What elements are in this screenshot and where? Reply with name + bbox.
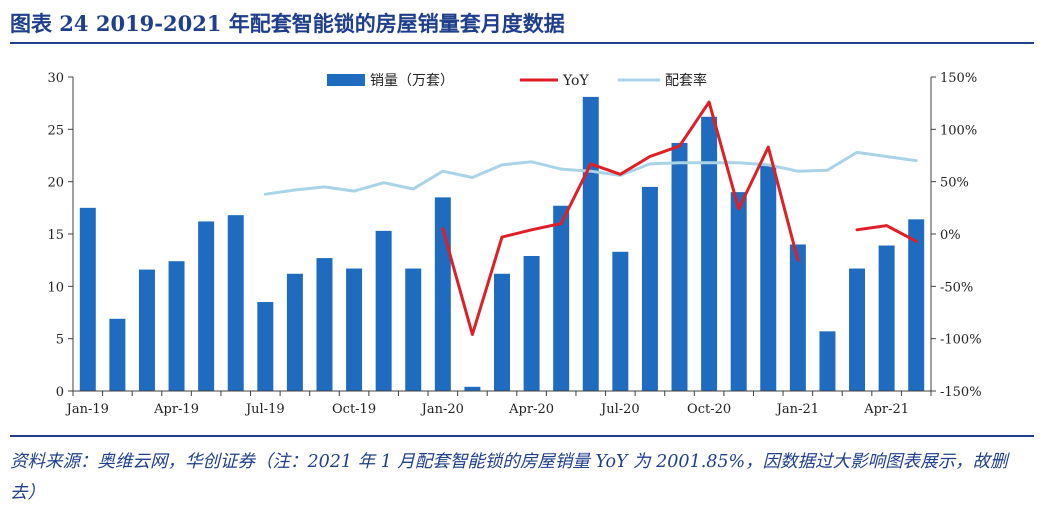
x-tick-label: Apr-19 [153,402,199,417]
bar [760,165,777,391]
bar [908,219,925,391]
x-tick-label: Jul-19 [244,402,285,417]
x-tick-label: Apr-20 [508,402,554,417]
left-tick-label: 0 [56,385,64,400]
bar [671,142,688,391]
bar [730,192,747,391]
source-note: 资料来源：奥维云网，华创证券（注：2021 年 1 月配套智能锁的房屋销量 Yo… [10,452,1008,503]
title-divider [10,42,1034,44]
left-tick-label: 15 [47,228,64,243]
left-tick-label: 25 [47,123,64,138]
bar [227,215,244,391]
footer-divider [10,435,1034,437]
left-tick-label: 30 [47,71,64,86]
bar [138,269,155,391]
bar [819,331,836,391]
bar [286,273,303,391]
x-tick-label: Oct-20 [687,402,731,417]
rate-line [263,150,918,196]
left-tick-label: 5 [56,333,64,348]
bar [198,221,215,391]
right-tick-label: 50% [940,176,969,191]
bar [109,318,126,391]
x-tick-label: Jul-20 [599,402,640,417]
right-tick-label: 150% [940,71,977,86]
right-tick-label: -100% [940,333,982,348]
right-tick-label: 100% [940,123,977,138]
x-tick-label: Jan-19 [65,402,109,417]
right-tick-label: -50% [940,280,973,295]
bar [553,205,570,391]
bar [346,268,363,391]
bar [612,251,629,391]
legend-label-yoy: YoY [562,73,589,89]
bar-series [79,96,925,392]
left-tick-label: 20 [47,176,64,191]
bar [582,96,599,392]
bar [464,386,481,391]
left-tick-label: 10 [47,280,64,295]
bar [79,207,96,391]
yoy-line [441,100,800,336]
bar [405,268,422,391]
bar [168,261,185,391]
x-tick-label: Jan-20 [420,402,464,417]
yoy-line [855,224,918,243]
bar [257,302,274,391]
bar [434,197,451,391]
x-tick-label: Jan-21 [775,402,819,417]
bar [523,255,540,391]
right-tick-label: 0% [940,228,961,243]
legend-swatch-sales [327,74,365,86]
axes: 0 5 10 15 20 25 30 -150% -100% -50% 0% 50% 100% 150% J… [47,71,981,417]
x-tick-label: Apr-21 [863,402,909,417]
x-tick-label: Oct-19 [332,402,376,417]
bar [878,245,895,391]
bar [789,244,806,391]
right-tick-label: -150% [940,385,982,400]
bar [494,273,510,391]
legend-label-sales: 销量（万套） [370,73,454,89]
bar [316,258,333,391]
bar [641,186,658,391]
legend: 销量（万套） YoY 配套率 [327,72,707,89]
bar [849,268,866,391]
bar [375,230,392,391]
bar [701,116,718,392]
chart-area: 销量（万套） YoY 配套率 051015202530-150%-100%-50%0… [47,71,981,417]
legend-label-rate: 配套率 [665,72,707,89]
page-title: 图表 24 2019-2021 年配套智能锁的房屋销量套月度数据 [10,11,565,36]
line-series [263,100,918,336]
